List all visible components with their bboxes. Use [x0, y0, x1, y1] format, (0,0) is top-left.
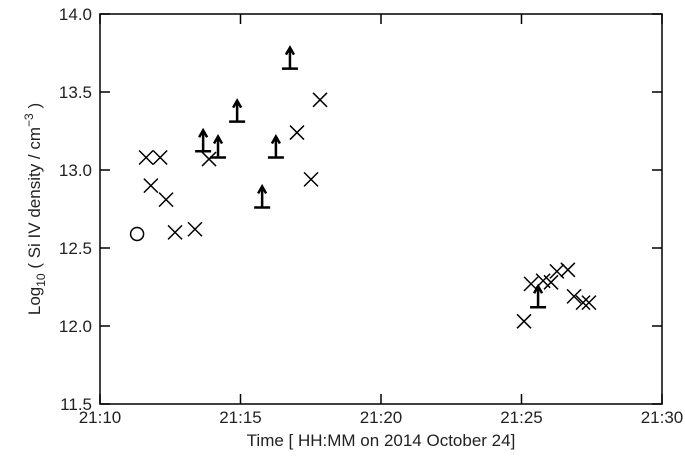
y-tick-label: 12.5 — [59, 239, 92, 258]
y-tick-label: 12.0 — [59, 317, 92, 336]
cross-point — [516, 313, 532, 329]
y-label-part: ) — [25, 103, 44, 113]
y-tick-label: 13.5 — [59, 83, 92, 102]
y-label-sub: 10 — [34, 273, 48, 287]
lower-limit-arrow — [210, 134, 227, 159]
cross-point — [289, 125, 305, 141]
x-tick-label: 21:10 — [79, 408, 122, 427]
circle-point — [129, 226, 145, 242]
lower-limit-arrow — [229, 98, 246, 123]
y-label-part: Log — [25, 287, 44, 315]
cross-point — [560, 262, 576, 278]
lower-limit-arrow — [195, 127, 212, 153]
plot-frame — [99, 13, 663, 405]
cross-point — [575, 295, 591, 311]
cross-point — [566, 288, 582, 304]
lower-limit-arrow — [281, 45, 298, 70]
cross-point — [312, 92, 328, 108]
x-tick-label: 21:15 — [219, 408, 262, 427]
cross-point — [158, 192, 174, 208]
cross-point — [581, 295, 597, 311]
lower-limit-arrow — [254, 183, 271, 209]
x-tick-label: 21:25 — [500, 408, 543, 427]
y-label-sup: −3 — [22, 113, 36, 127]
y-axis-label: Log10 ( Si IV density / cm−3 ) — [22, 103, 48, 315]
cross-point — [543, 274, 559, 290]
y-tick-label: 11.5 — [60, 395, 92, 414]
lower-limit-arrow — [530, 283, 547, 309]
x-tick-label: 21:30 — [641, 408, 684, 427]
cross-point — [201, 151, 217, 167]
x-axis-label: Time [ HH:MM on 2014 October 24] — [247, 431, 516, 450]
x-tick-label: 21:20 — [360, 408, 403, 427]
cross-point — [152, 149, 168, 166]
cross-point — [143, 178, 159, 194]
y-tick-label: 14.0 — [59, 5, 92, 24]
cross-point — [187, 221, 203, 237]
cross-point — [303, 171, 319, 187]
cross-point — [167, 224, 183, 240]
y-tick-label: 13.0 — [59, 161, 92, 180]
y-label-part: ( Si IV density / cm — [25, 127, 44, 273]
cross-point — [138, 149, 154, 166]
lower-limit-arrow — [267, 134, 284, 159]
